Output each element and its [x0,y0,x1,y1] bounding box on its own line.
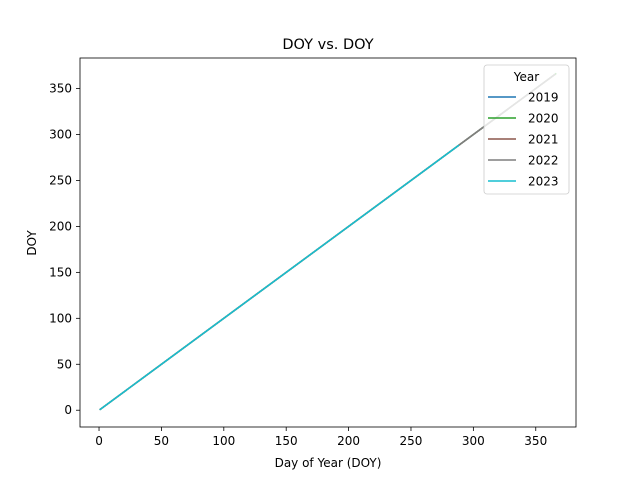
legend: Year 2019 2020 2021 2022 2023 [483,64,570,195]
y-axis-label: DOY [25,230,39,256]
y-tick-label: 100 [49,311,72,325]
legend-label-2020: 2020 [528,112,559,126]
x-tick-label: 300 [462,434,485,448]
legend-label-2021: 2021 [528,133,559,147]
legend-title: Year [513,70,539,84]
x-tick-label: 100 [212,434,235,448]
x-axis-label: Day of Year (DOY) [275,456,382,470]
legend-label-2023: 2023 [528,175,559,189]
legend-label-2019: 2019 [528,91,559,105]
y-tick-label: 300 [49,128,72,142]
x-tick-label: 50 [154,434,169,448]
x-tick-label: 200 [337,434,360,448]
plot-area [99,72,557,411]
x-tick-label: 150 [275,434,298,448]
y-tick-label: 200 [49,219,72,233]
y-tick-label: 0 [64,403,72,417]
x-tick-label: 350 [524,434,547,448]
chart-title: DOY vs. DOY [282,37,373,53]
axes: 0 50 100 150 200 250 300 350 0 50 100 150 200 250 300 3… [49,57,577,448]
y-tick-label: 350 [49,82,72,96]
y-tick-label: 50 [57,357,72,371]
x-tick-label: 0 [95,434,103,448]
x-tick-label: 250 [400,434,423,448]
axes-frame [79,57,577,428]
y-tick-label: 250 [49,173,72,187]
legend-label-2022: 2022 [528,154,559,168]
series-line-2023 [99,144,460,411]
y-tick-label: 150 [49,265,72,279]
